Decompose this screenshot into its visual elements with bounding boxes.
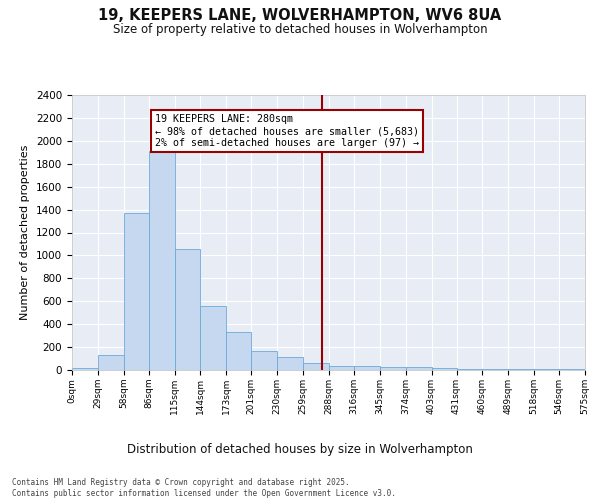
Text: Size of property relative to detached houses in Wolverhampton: Size of property relative to detached ho…	[113, 22, 487, 36]
Bar	[251, 351, 277, 370]
Bar	[200, 306, 226, 370]
Bar	[406, 367, 431, 370]
Bar	[277, 358, 303, 370]
Text: 19, KEEPERS LANE, WOLVERHAMPTON, WV6 8UA: 19, KEEPERS LANE, WOLVERHAMPTON, WV6 8UA	[98, 8, 502, 22]
Bar	[585, 368, 600, 370]
Bar	[431, 368, 457, 370]
Text: Contains HM Land Registry data © Crown copyright and database right 2025.
Contai: Contains HM Land Registry data © Crown c…	[12, 478, 396, 498]
Bar	[354, 366, 380, 370]
Text: Distribution of detached houses by size in Wolverhampton: Distribution of detached houses by size …	[127, 442, 473, 456]
Text: 19 KEEPERS LANE: 280sqm
← 98% of detached houses are smaller (5,683)
2% of semi-: 19 KEEPERS LANE: 280sqm ← 98% of detache…	[155, 114, 419, 148]
Y-axis label: Number of detached properties: Number of detached properties	[20, 145, 31, 320]
Bar	[226, 332, 251, 370]
Bar	[380, 367, 406, 370]
Bar	[124, 213, 149, 370]
Bar	[175, 248, 200, 370]
Bar	[303, 362, 329, 370]
Bar	[72, 368, 98, 370]
Bar	[329, 366, 354, 370]
Bar	[149, 151, 175, 370]
Bar	[98, 355, 124, 370]
